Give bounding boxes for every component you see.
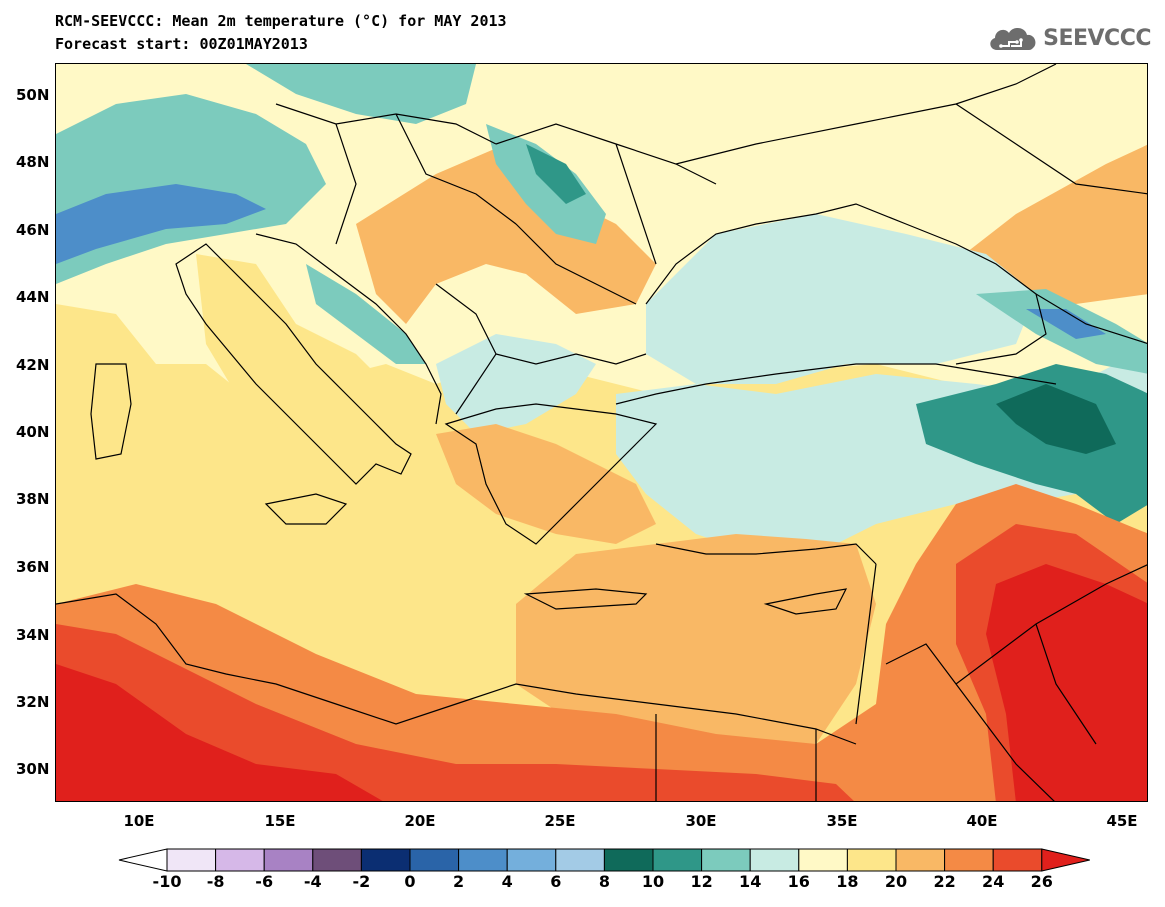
colorbar-swatch (652, 848, 703, 872)
colorbar-tick-label: 0 (404, 872, 416, 891)
coastlines (56, 64, 1147, 801)
field-caucasus (976, 289, 1147, 374)
lat-label-32n: 32N (16, 693, 50, 711)
lon-label-40e: 40E (966, 812, 998, 830)
crete-coast (523, 588, 648, 610)
colorbar-tick-label: -10 (152, 872, 182, 891)
colorbar-swatch (846, 848, 897, 872)
colorbar-swatch (360, 848, 411, 872)
colorbar-swatch (895, 848, 946, 872)
seevccc-logo: SEEVCCC (987, 20, 1151, 56)
colorbar-swatch (603, 848, 654, 872)
colorbar-swatch (701, 848, 751, 872)
colorbar-tick-label: 24 (982, 872, 1005, 891)
field-alps-blue (56, 184, 266, 264)
lat-label-30n: 30N (16, 760, 50, 778)
colorbar-tick-label: 12 (690, 872, 713, 891)
lat-label-40n: 40N (16, 423, 50, 441)
colorbar-swatch (555, 848, 605, 872)
logo-text: SEEVCCC (1043, 25, 1151, 51)
lat-label-44n: 44N (16, 288, 50, 306)
levant-coast (855, 563, 877, 725)
field-aegean-orange (436, 424, 656, 544)
turkey-coast (615, 363, 1057, 565)
europe-borders (275, 103, 717, 415)
field-east-darkred (986, 564, 1147, 801)
lon-label-25e: 25E (544, 812, 576, 830)
temperature-map (55, 63, 1148, 802)
cloud-icon (990, 27, 1036, 50)
colorbar-tick-label: -8 (206, 872, 225, 891)
field-blacksea (646, 214, 1036, 384)
colorbar-swatch (263, 848, 314, 872)
field-orange-italy (196, 254, 396, 474)
lon-label-30e: 30E (685, 812, 717, 830)
caucasus-border (1035, 293, 1147, 344)
field-libya-darkred (56, 664, 383, 801)
colorbar-tick-label: -4 (303, 872, 322, 891)
colorbar-tick-label: 6 (550, 872, 562, 891)
field-caucasus-blue (1026, 309, 1106, 339)
colorbar-swatch (944, 848, 994, 872)
colorbar-tick-label: 16 (787, 872, 810, 891)
colorbar-swatch (215, 848, 265, 872)
field-north-teal (246, 64, 476, 124)
lon-label-15e: 15E (264, 812, 296, 830)
lon-label-45e: 45E (1106, 812, 1138, 830)
lat-label-46n: 46N (16, 221, 50, 239)
lon-label-20e: 20E (404, 812, 436, 830)
colorbar-swatch (992, 848, 1043, 872)
east-borders (885, 564, 1147, 801)
colorbar-tick-label: 26 (1030, 872, 1053, 891)
colorbar-tick-label: 4 (501, 872, 513, 891)
nile-border (655, 714, 817, 801)
colorbar-swatch (458, 848, 508, 872)
lat-label-38n: 38N (16, 490, 50, 508)
colorbar-under-triangle (118, 848, 168, 872)
colorbar-swatch (798, 848, 848, 872)
lat-label-48n: 48N (16, 153, 50, 171)
lat-label-34n: 34N (16, 626, 50, 644)
colorbar-tick-label: 8 (598, 872, 610, 891)
colorbar-tick-label: 10 (641, 872, 665, 891)
lat-label-50n: 50N (16, 86, 50, 104)
field-med-orange (516, 534, 876, 754)
italy-coast (175, 243, 412, 485)
lon-label-10e: 10E (123, 812, 155, 830)
field-east-anatolia-dark (996, 384, 1116, 454)
colorbar-tick-label: -2 (352, 872, 371, 891)
field-carpathians-dark (526, 144, 586, 204)
colorbar-tick-label: 22 (933, 872, 956, 891)
colorbar-tick-label: 20 (884, 872, 908, 891)
field-south-orange (56, 484, 1147, 801)
colorbar-over-triangle (1041, 848, 1090, 872)
lon-label-35e: 35E (826, 812, 858, 830)
colorbar-tick-label: 18 (836, 872, 859, 891)
colorbar-tick-label: 2 (453, 872, 465, 891)
africa-coast (56, 593, 857, 745)
field-south-red (56, 624, 854, 801)
sardinia-coast (90, 363, 132, 460)
ukraine-border (675, 64, 1147, 195)
colorbar-swatch (749, 848, 800, 872)
lat-label-42n: 42N (16, 356, 50, 374)
map-subtitle: Forecast start: 00Z01MAY2013 (55, 35, 308, 53)
colorbar-swatch (312, 848, 362, 872)
colorbar-swatch (409, 848, 460, 872)
map-title: RCM-SEEVCCC: Mean 2m temperature (°C) fo… (55, 12, 507, 30)
field-dinaric-teal (306, 264, 426, 364)
field-orange-balkans (356, 144, 656, 324)
blacksea-coast (645, 203, 1047, 365)
adriatic-coast (255, 233, 442, 425)
cyprus-coast (763, 588, 848, 615)
colorbar-swatch (166, 848, 217, 872)
colorbar-swatch (506, 848, 557, 872)
greece-coast (444, 403, 658, 545)
colorbar-tick-label: 14 (739, 872, 762, 891)
lat-label-36n: 36N (16, 558, 50, 576)
temperature-field (56, 64, 1147, 801)
sicily-coast (264, 493, 348, 525)
colorbar-tick-label: -6 (255, 872, 274, 891)
